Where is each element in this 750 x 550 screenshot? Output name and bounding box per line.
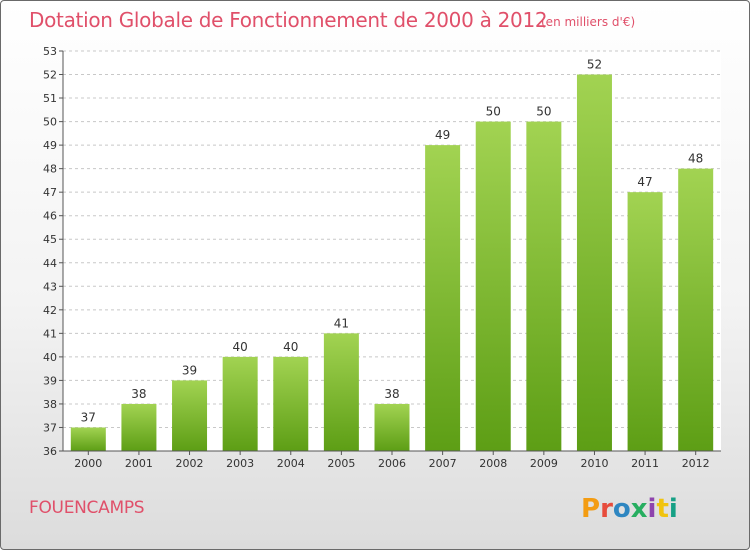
logo-letter: o — [613, 494, 631, 524]
y-tick-label: 42 — [43, 304, 57, 317]
data-label: 49 — [435, 128, 450, 142]
bar — [323, 333, 359, 451]
y-tick-label: 40 — [43, 351, 57, 364]
data-label: 47 — [637, 175, 652, 189]
y-tick-label: 50 — [43, 116, 57, 129]
y-tick-label: 45 — [43, 233, 57, 246]
logo-letter: i — [669, 494, 678, 524]
y-tick-label: 37 — [43, 421, 57, 434]
x-tick-label: 2000 — [74, 457, 102, 470]
data-label: 52 — [587, 58, 602, 72]
proxiti-logo[interactable]: Proxiti — [579, 487, 699, 527]
x-tick-label: 2012 — [682, 457, 710, 470]
x-tick-label: 2006 — [378, 457, 406, 470]
y-tick-label: 43 — [43, 280, 57, 293]
y-tick-label: 41 — [43, 327, 57, 340]
x-tick-label: 2001 — [125, 457, 153, 470]
bar — [172, 380, 208, 451]
x-tick-label: 2007 — [429, 457, 457, 470]
x-tick-label: 2003 — [226, 457, 254, 470]
y-tick-label: 38 — [43, 398, 57, 411]
bar — [475, 121, 511, 452]
x-tick-label: 2002 — [176, 457, 204, 470]
data-label: 40 — [283, 340, 298, 354]
logo-letter: x — [631, 494, 648, 524]
y-tick-label: 52 — [43, 69, 57, 82]
logo-letter: i — [648, 494, 657, 524]
y-tick-label: 53 — [43, 45, 57, 58]
data-label: 38 — [384, 387, 399, 401]
y-tick-label: 51 — [43, 92, 57, 105]
bar — [222, 356, 258, 451]
data-label: 48 — [688, 152, 703, 166]
chart-title: Dotation Globale de Fonctionnement de 20… — [29, 8, 548, 32]
bar — [627, 192, 663, 452]
x-tick-label: 2010 — [580, 457, 608, 470]
bar — [121, 403, 157, 451]
x-tick-label: 2011 — [631, 457, 659, 470]
data-label: 37 — [81, 410, 96, 424]
y-tick-label: 49 — [43, 139, 57, 152]
data-label: 41 — [334, 316, 349, 330]
commune-name: FOUENCAMPS — [29, 498, 145, 518]
y-tick-label: 46 — [43, 210, 57, 223]
data-label: 39 — [182, 363, 197, 377]
x-tick-label: 2008 — [479, 457, 507, 470]
y-tick-label: 44 — [43, 257, 57, 270]
bar — [374, 403, 410, 451]
y-tick-label: 48 — [43, 163, 57, 176]
bar — [576, 74, 612, 451]
bar — [678, 168, 714, 451]
data-label: 50 — [486, 105, 501, 119]
data-label: 38 — [131, 387, 146, 401]
x-tick-label: 2005 — [327, 457, 355, 470]
bar — [70, 427, 106, 451]
data-label: 50 — [536, 105, 551, 119]
y-tick-label: 36 — [43, 445, 57, 458]
logo-letter: P — [581, 494, 600, 524]
y-tick-label: 47 — [43, 186, 57, 199]
unit-label: (en milliers d'€) — [541, 15, 636, 29]
bar — [425, 145, 461, 451]
logo-letter: r — [600, 494, 613, 524]
x-tick-label: 2004 — [277, 457, 305, 470]
bar — [273, 356, 309, 451]
logo-text: Proxiti — [581, 494, 678, 524]
x-tick-label: 2009 — [530, 457, 558, 470]
y-tick-label: 39 — [43, 374, 57, 387]
logo-letter: t — [656, 494, 668, 524]
bar — [526, 121, 562, 452]
data-label: 40 — [233, 340, 248, 354]
